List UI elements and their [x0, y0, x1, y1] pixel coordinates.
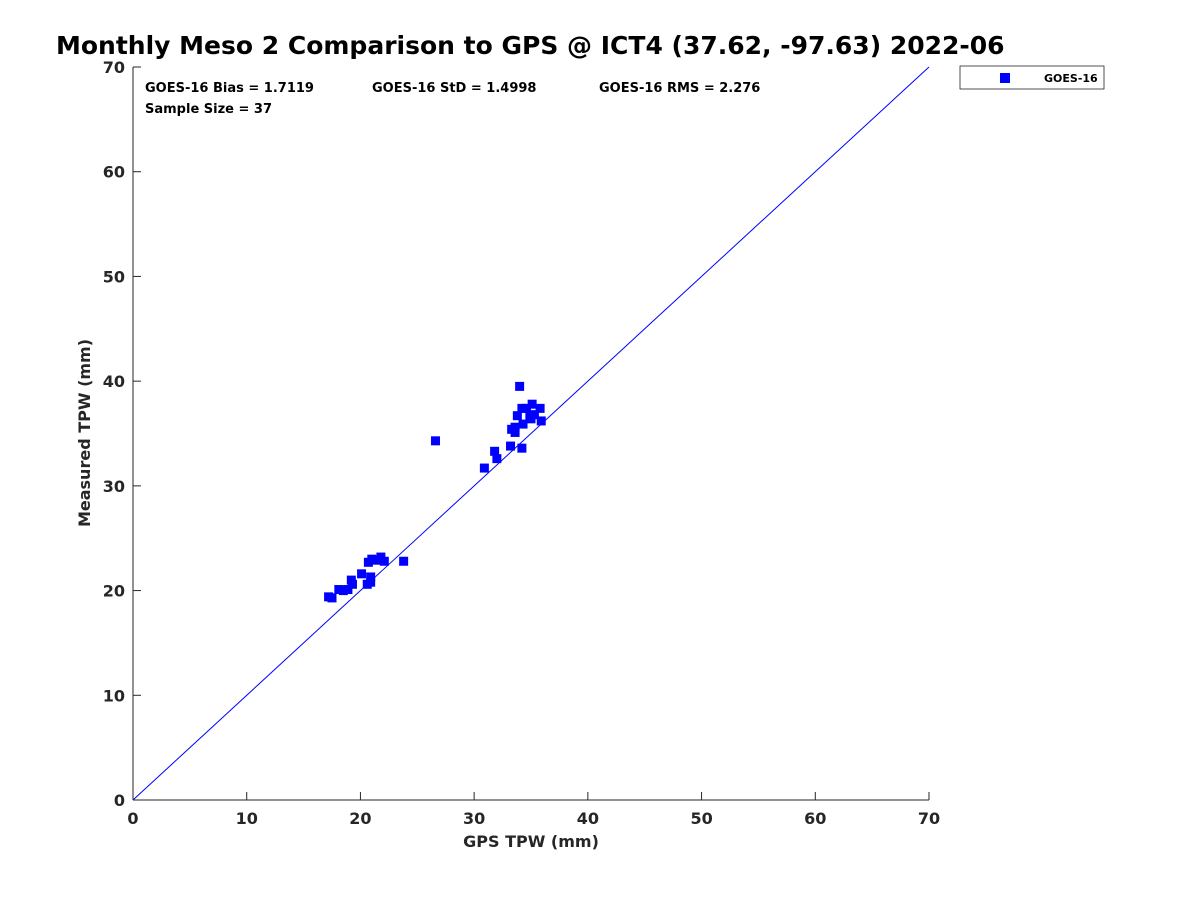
reference-line-y-equals-x [132, 66, 930, 801]
data-point [343, 585, 353, 595]
x-tick-label: 50 [690, 809, 712, 828]
y-tick-label: 0 [114, 791, 125, 810]
y-tick-label: 60 [103, 163, 125, 182]
y-tick-label: 70 [103, 58, 125, 77]
data-point [535, 403, 545, 413]
legend-marker-square [1000, 73, 1010, 83]
data-point [366, 577, 376, 587]
data-point [510, 422, 520, 432]
data-point [536, 416, 546, 426]
data-point [371, 555, 381, 565]
y-tick-label: 20 [103, 582, 125, 601]
data-point [334, 585, 344, 595]
y-tick-label: 50 [103, 267, 125, 286]
y-ticks: 0 10 20 30 40 50 60 70 [103, 58, 141, 810]
legend-box [959, 65, 1105, 90]
data-point [357, 569, 367, 579]
data-point [347, 579, 357, 589]
data-point [506, 441, 516, 451]
data-point [338, 586, 348, 596]
legend: GOES-16 [959, 65, 1105, 90]
data-point [492, 454, 502, 464]
data-point [517, 403, 527, 413]
x-tick-label: 10 [236, 809, 258, 828]
data-point [529, 410, 539, 420]
x-tick-label: 40 [577, 809, 599, 828]
reference-line-group [132, 66, 930, 801]
data-points [324, 381, 546, 603]
y-tick-label: 40 [103, 372, 125, 391]
y-axis-label: Measured TPW (mm) [75, 339, 94, 527]
plot-area: 0 10 20 30 40 50 60 70 0 10 20 30 40 50 60 70 [103, 58, 940, 828]
x-ticks: 0 10 20 30 40 50 60 70 [127, 792, 940, 828]
data-point [518, 419, 528, 429]
data-point [379, 556, 389, 566]
x-tick-label: 0 [127, 809, 138, 828]
data-point [399, 556, 409, 566]
data-point [490, 446, 500, 456]
data-point [527, 399, 537, 409]
x-tick-label: 60 [804, 809, 826, 828]
data-point [367, 554, 377, 564]
legend-entry-goes16: GOES-16 [1044, 72, 1098, 85]
data-point [479, 463, 489, 473]
rms-annotation: GOES-16 RMS = 2.276 [599, 81, 760, 96]
x-tick-label: 20 [349, 809, 371, 828]
std-annotation: GOES-16 StD = 1.4998 [372, 81, 536, 96]
data-point [510, 427, 520, 437]
chart-title: Monthly Meso 2 Comparison to GPS @ ICT4 … [56, 31, 1005, 60]
data-point [517, 443, 527, 453]
data-point [430, 436, 440, 446]
y-tick-label: 10 [103, 686, 125, 705]
data-point [521, 403, 531, 413]
bias-annotation: GOES-16 Bias = 1.7119 [145, 81, 314, 96]
y-tick-label: 30 [103, 477, 125, 496]
x-tick-label: 70 [918, 809, 940, 828]
data-point [515, 381, 525, 391]
stats-annotations: GOES-16 Bias = 1.7119 GOES-16 StD = 1.49… [145, 81, 760, 117]
sample-size-annotation: Sample Size = 37 [145, 102, 272, 117]
x-axis-label: GPS TPW (mm) [463, 832, 599, 851]
data-point [512, 411, 522, 421]
data-point [366, 572, 376, 582]
x-tick-label: 30 [463, 809, 485, 828]
data-point [327, 593, 337, 603]
